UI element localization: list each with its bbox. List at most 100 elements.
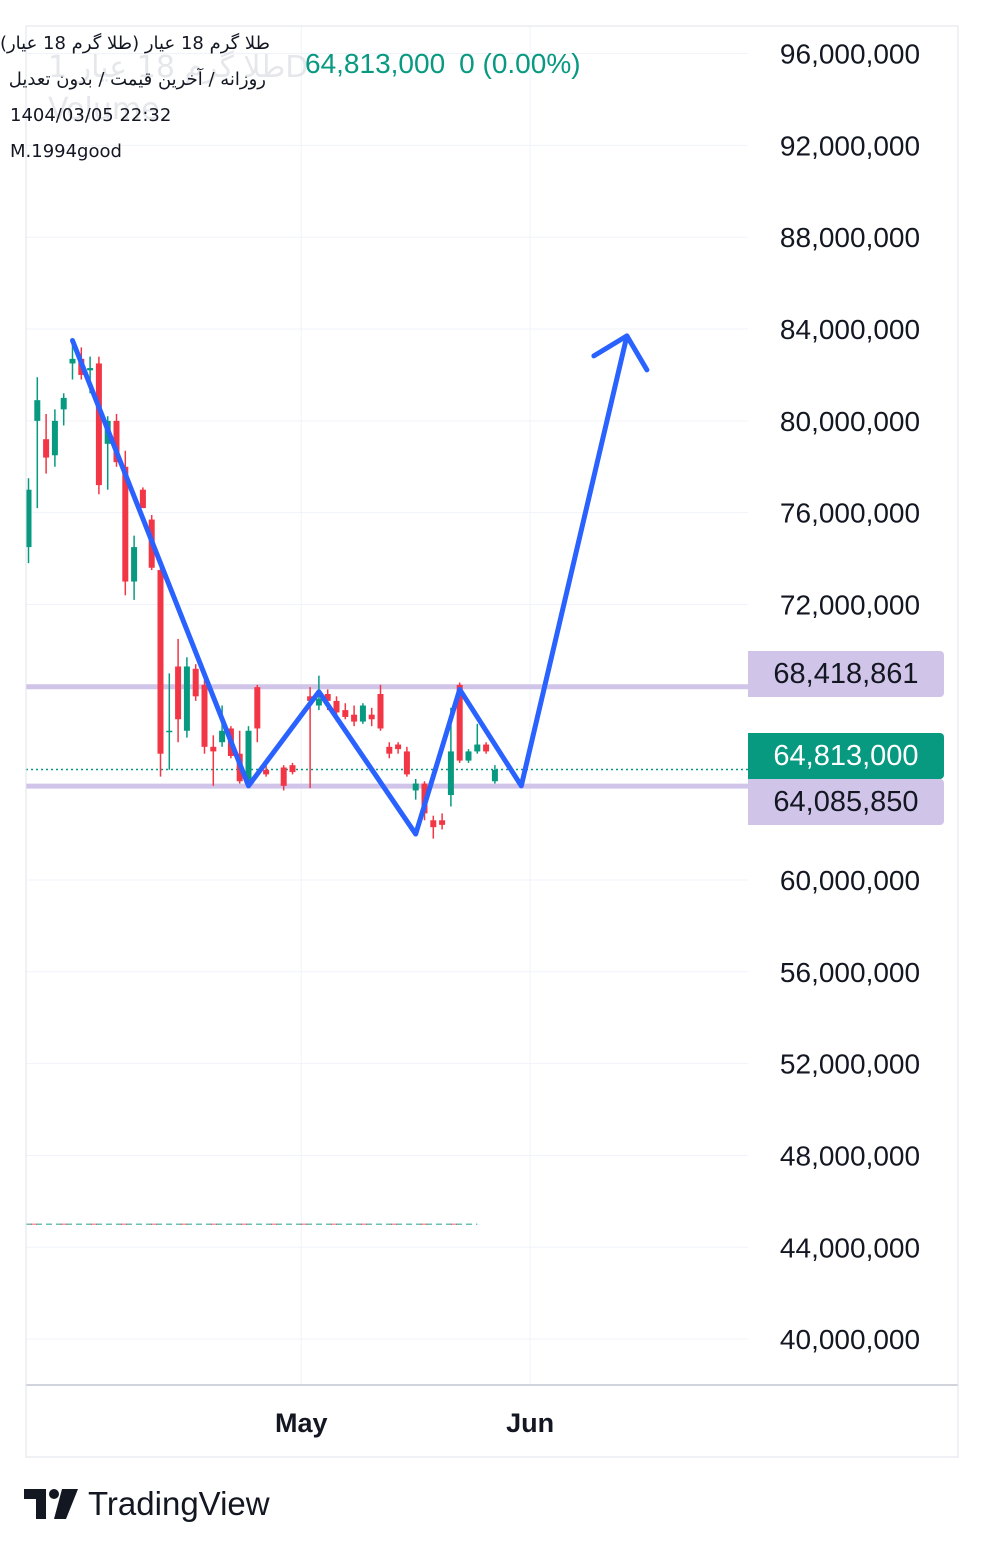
candle-body bbox=[403, 751, 410, 775]
candle-body bbox=[87, 368, 94, 371]
candle bbox=[157, 563, 164, 777]
candle-body bbox=[113, 420, 120, 463]
candle bbox=[34, 377, 41, 509]
y-tick-label: 60,000,000 bbox=[780, 865, 920, 896]
symbol-name[interactable]: طلا گرم 18 عیار (طلا گرم 18 عیار) bbox=[0, 33, 270, 54]
price-axis: 96,000,000 92,000,000 88,000,000 84,000,000… bbox=[780, 39, 920, 1356]
author-name[interactable]: M.1994good bbox=[10, 141, 122, 162]
candle bbox=[412, 778, 419, 800]
timestamp: 1404/03/05 22:32 bbox=[10, 105, 172, 126]
candle-body bbox=[395, 744, 402, 750]
candle-body bbox=[368, 714, 375, 720]
candle-body bbox=[175, 666, 182, 720]
candle bbox=[263, 765, 270, 777]
candle bbox=[139, 487, 146, 509]
level-tag-upper: 68,418,861 bbox=[748, 651, 944, 697]
level-tag-lower: 64,085,850 bbox=[748, 779, 944, 825]
candle-body bbox=[201, 684, 208, 747]
candle bbox=[491, 765, 498, 784]
candle bbox=[166, 673, 173, 770]
chart-settings: روزانه / آخرین قیمت / بدون تعدیل bbox=[8, 69, 266, 90]
candle bbox=[465, 749, 472, 763]
tradingview-brand[interactable]: TradingView bbox=[24, 1485, 270, 1523]
pattern-drawing bbox=[70, 333, 650, 837]
y-tick-label: 80,000,000 bbox=[780, 406, 920, 437]
y-tick-label: 40,000,000 bbox=[780, 1324, 920, 1355]
candle bbox=[342, 703, 349, 720]
candle-body bbox=[157, 570, 164, 754]
candle bbox=[474, 723, 481, 754]
candle bbox=[289, 762, 296, 775]
candle-body bbox=[34, 400, 41, 421]
price-header: 64,813,000 0 (0.00%) bbox=[305, 48, 595, 80]
candle-body bbox=[289, 765, 296, 773]
candle-body bbox=[139, 489, 146, 509]
ghost-watermark-title: طلا گرم 18 عیار 1D bbox=[48, 50, 309, 85]
candle bbox=[359, 703, 366, 724]
horizontal-levels bbox=[26, 684, 748, 1226]
candle bbox=[245, 726, 252, 789]
candle-body bbox=[25, 489, 32, 548]
y-tick-label: 44,000,000 bbox=[780, 1232, 920, 1263]
y-tick-label: 96,000,000 bbox=[780, 39, 920, 70]
candle-body bbox=[60, 397, 67, 410]
candle-body bbox=[307, 696, 314, 701]
candle-body bbox=[51, 420, 58, 456]
x-tick-label: Jun bbox=[506, 1408, 554, 1438]
y-tick-label: 72,000,000 bbox=[780, 589, 920, 620]
candle-body bbox=[245, 730, 252, 782]
candle-body bbox=[210, 746, 217, 752]
candle-body bbox=[131, 547, 138, 582]
candle bbox=[43, 413, 50, 474]
candle-body bbox=[386, 746, 393, 754]
y-tick-label: 56,000,000 bbox=[780, 957, 920, 988]
candle-body bbox=[359, 705, 366, 722]
candle-body bbox=[377, 694, 384, 729]
candle-body bbox=[412, 783, 419, 791]
candle bbox=[51, 409, 58, 467]
candle-body bbox=[333, 700, 340, 713]
last-price-value: 64,813,000 bbox=[305, 48, 446, 79]
candle bbox=[395, 742, 402, 754]
candle bbox=[483, 742, 490, 754]
candle bbox=[430, 815, 437, 839]
candle-body bbox=[474, 744, 481, 752]
candle-body bbox=[280, 767, 287, 786]
candle bbox=[131, 535, 138, 600]
y-tick-label: 88,000,000 bbox=[780, 222, 920, 253]
tradingview-logo-icon bbox=[24, 1489, 78, 1519]
y-tick-label: 84,000,000 bbox=[780, 314, 920, 345]
candle bbox=[368, 707, 375, 727]
candle bbox=[403, 746, 410, 777]
candle-body bbox=[465, 751, 472, 761]
candle-body bbox=[456, 684, 463, 761]
candle-body bbox=[491, 769, 498, 782]
y-tick-label: 52,000,000 bbox=[780, 1049, 920, 1080]
candle bbox=[183, 657, 190, 738]
candle-body bbox=[192, 668, 199, 697]
candle bbox=[95, 356, 102, 495]
candle-body bbox=[483, 744, 490, 752]
x-tick-label: May bbox=[275, 1408, 328, 1438]
candle-body bbox=[342, 710, 349, 717]
time-axis: May Jun bbox=[275, 1408, 554, 1438]
brand-name: TradingView bbox=[88, 1485, 270, 1522]
candle bbox=[386, 742, 393, 759]
candle-body bbox=[351, 714, 358, 722]
ghost-watermark-volume: Volume bbox=[48, 92, 160, 127]
candle bbox=[192, 664, 199, 701]
candle bbox=[439, 813, 446, 830]
last-price-tag: 64,813,000 bbox=[748, 733, 944, 779]
arrow-head bbox=[591, 333, 650, 373]
candle bbox=[377, 684, 384, 731]
candle-body bbox=[95, 363, 102, 486]
candle bbox=[69, 342, 76, 380]
candle-body bbox=[166, 730, 173, 733]
chart-frame bbox=[25, 25, 959, 1458]
chart-grid bbox=[26, 26, 958, 1386]
y-tick-label: 92,000,000 bbox=[780, 130, 920, 161]
candle-body bbox=[430, 820, 437, 828]
candle-body bbox=[315, 698, 322, 706]
y-tick-label: 76,000,000 bbox=[780, 498, 920, 529]
